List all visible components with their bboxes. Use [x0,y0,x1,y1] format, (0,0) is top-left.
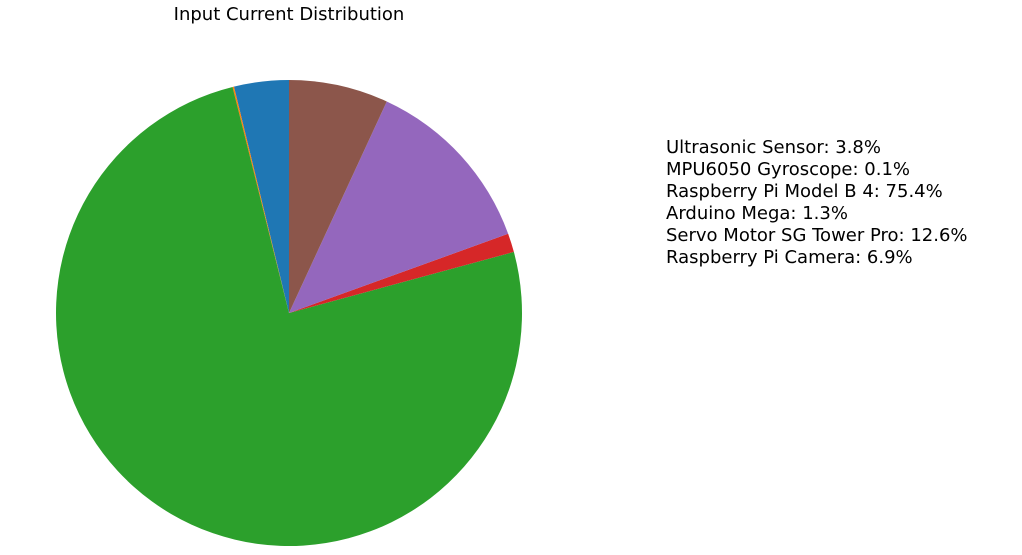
pie-slice-arduino-mega [289,233,514,313]
chart-title: Input Current Distribution [173,4,405,25]
legend-entry-ultrasonic-sensor: Ultrasonic Sensor: 3.8% [666,137,881,158]
pie-slice-raspberry-pi-camera [289,80,387,313]
legend-entry-mpu6050-gyroscope: MPU6050 Gyroscope: 0.1% [666,159,911,180]
pie-slice-servo-motor-sg-tower-pro [289,101,509,313]
legend-entry-raspberry-pi-camera: Raspberry Pi Camera: 6.9% [666,247,913,268]
legend-entry-servo-motor: Servo Motor SG Tower Pro: 12.6% [666,225,968,246]
legend-entry-arduino-mega: Arduino Mega: 1.3% [666,203,848,224]
pie-slice-mpu6050-gyroscope [232,86,289,313]
legend-entry-raspberry-pi-model-b-4: Raspberry Pi Model B 4: 75.4% [666,181,943,202]
pie-slice-raspberry-pi-model-b-4 [55,86,522,547]
pie-slice-ultrasonic-sensor [233,80,289,313]
legend: Ultrasonic Sensor: 3.8% MPU6050 Gyroscop… [666,137,968,269]
